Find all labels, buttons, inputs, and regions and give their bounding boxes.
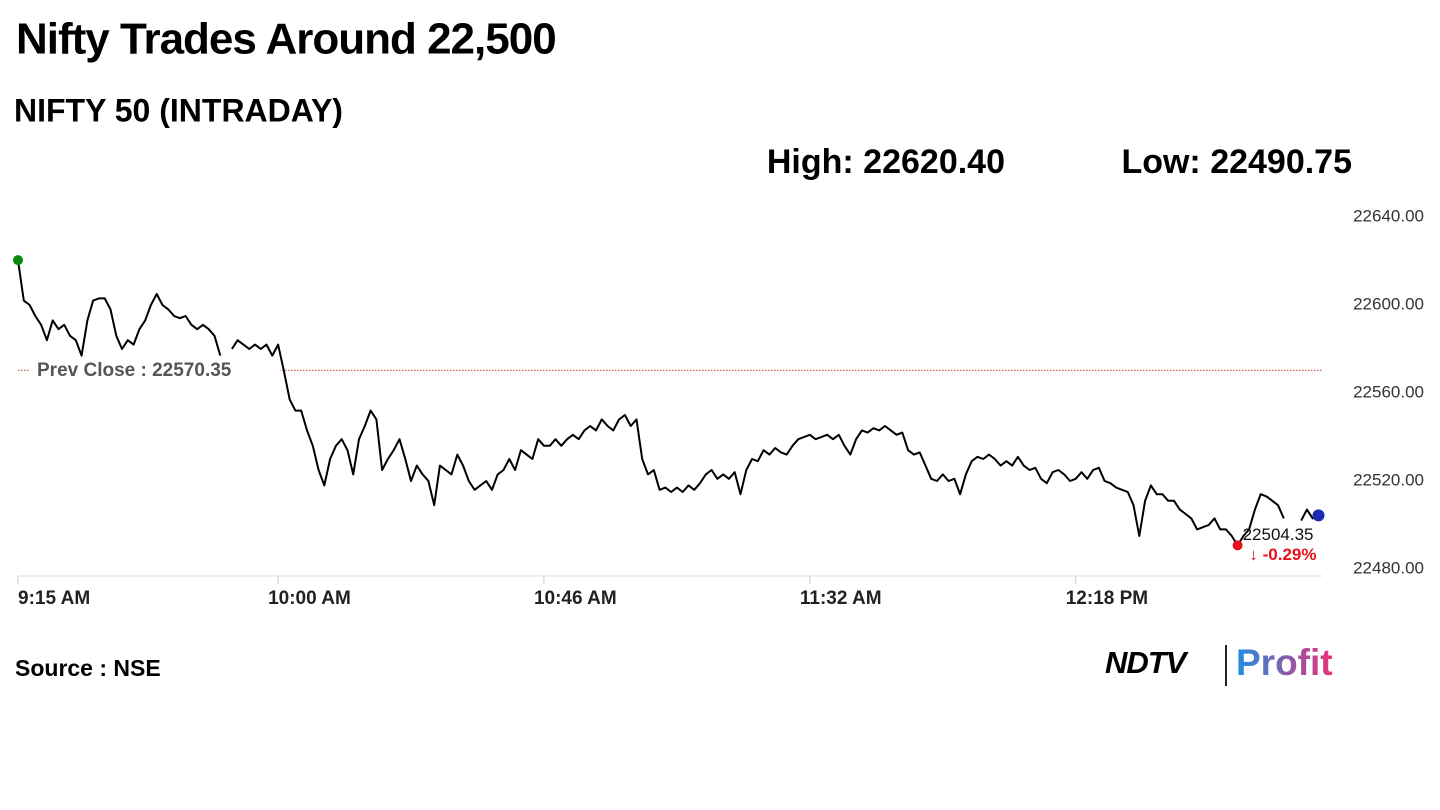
x-tick-label: 10:00 AM <box>268 588 351 609</box>
low-label: Low: 22490.75 <box>1121 143 1352 181</box>
source: Source : NSE <box>15 655 161 681</box>
y-tick-label: 22600.00 <box>1353 294 1424 313</box>
x-tick-label: 11:32 AM <box>800 588 882 609</box>
brand-profit: Profit <box>1236 642 1333 683</box>
chart-title: Nifty Trades Around 22,500 <box>16 15 556 64</box>
brand-ndtv: NDTV <box>1105 645 1189 680</box>
y-tick-label: 22520.00 <box>1353 470 1424 489</box>
y-tick-label: 22560.00 <box>1353 382 1424 401</box>
last-value-label: 22504.35 <box>1243 525 1314 544</box>
start-dot <box>13 255 23 266</box>
x-tick-label: 12:18 PM <box>1066 588 1148 609</box>
y-tick-label: 22640.00 <box>1353 206 1424 225</box>
price-line <box>17 259 1319 547</box>
low-dot <box>1232 540 1243 551</box>
change-label: ↓ -0.29% <box>1249 545 1316 564</box>
prev-close-label: Prev Close : 22570.35 <box>37 360 232 381</box>
x-tick-label: 9:15 AM <box>18 588 90 609</box>
prev-close-bg <box>30 357 280 384</box>
high-label: High: 22620.40 <box>767 143 1005 181</box>
y-tick-label: 22480.00 <box>1353 558 1424 577</box>
chart-subtitle: NIFTY 50 (INTRADAY) <box>14 92 343 128</box>
x-tick-label: 10:46 AM <box>534 588 617 609</box>
end-dot <box>1312 509 1325 522</box>
